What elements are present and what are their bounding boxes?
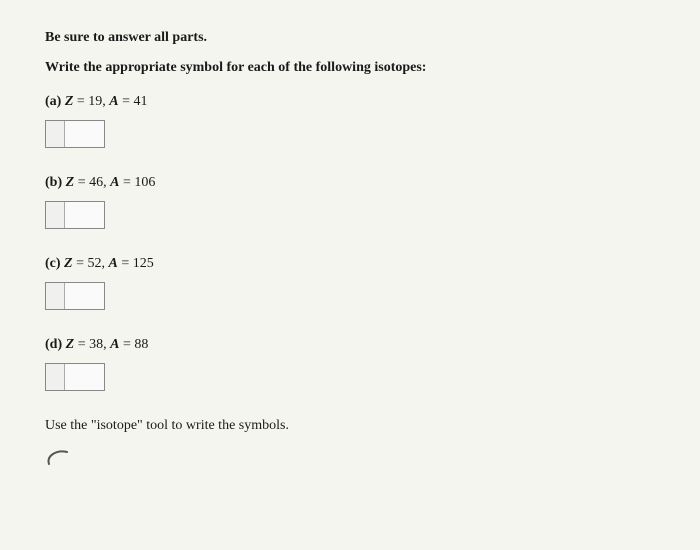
a-value: 88 xyxy=(134,337,148,352)
a-value: 106 xyxy=(134,175,155,190)
answer-input-a[interactable] xyxy=(45,120,105,148)
question-d-label: (d) Z = 38, A = 88 xyxy=(45,337,655,353)
part-label: (d) xyxy=(45,337,62,352)
a-var: A xyxy=(109,256,118,271)
main-instruction: Write the appropriate symbol for each of… xyxy=(45,60,655,76)
question-a: (a) Z = 19, A = 41 xyxy=(45,94,655,153)
z-var: Z xyxy=(64,256,73,271)
question-c-label: (c) Z = 52, A = 125 xyxy=(45,256,655,272)
z-value: 19 xyxy=(88,94,102,109)
a-var: A xyxy=(109,94,118,109)
isotope-tool-icon[interactable] xyxy=(45,444,85,468)
z-value: 46 xyxy=(89,175,103,190)
answer-input-d[interactable] xyxy=(45,363,105,391)
z-value: 52 xyxy=(88,256,102,271)
answer-input-b[interactable] xyxy=(45,201,105,229)
question-b: (b) Z = 46, A = 106 xyxy=(45,175,655,234)
question-b-label: (b) Z = 46, A = 106 xyxy=(45,175,655,191)
answer-input-c[interactable] xyxy=(45,282,105,310)
z-value: 38 xyxy=(89,337,103,352)
a-value: 125 xyxy=(133,256,154,271)
part-label: (a) xyxy=(45,94,61,109)
a-value: 41 xyxy=(134,94,148,109)
a-var: A xyxy=(110,337,119,352)
z-var: Z xyxy=(66,337,75,352)
z-var: Z xyxy=(66,175,75,190)
header-instruction: Be sure to answer all parts. xyxy=(45,30,655,46)
part-label: (c) xyxy=(45,256,61,271)
z-var: Z xyxy=(65,94,74,109)
part-label: (b) xyxy=(45,175,62,190)
footer-instruction: Use the "isotope" tool to write the symb… xyxy=(45,418,655,434)
question-c: (c) Z = 52, A = 125 xyxy=(45,256,655,315)
question-a-label: (a) Z = 19, A = 41 xyxy=(45,94,655,110)
a-var: A xyxy=(110,175,119,190)
question-d: (d) Z = 38, A = 88 xyxy=(45,337,655,396)
